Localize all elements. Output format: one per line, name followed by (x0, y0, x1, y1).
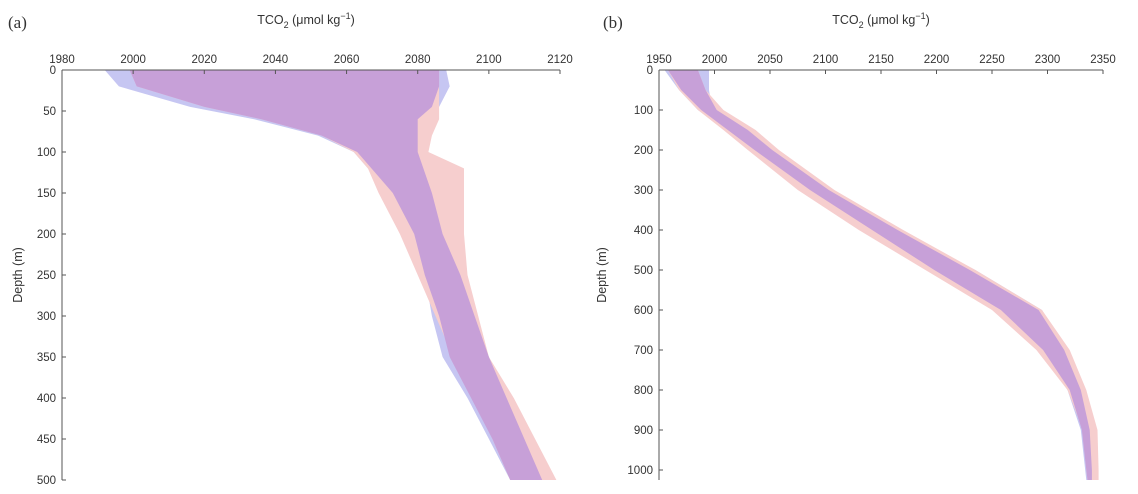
y-tick-label: 350 (37, 352, 56, 364)
y-tick-label: 900 (634, 425, 653, 437)
series-band-2 (129, 70, 543, 480)
x-tick-label: 2100 (476, 54, 502, 66)
y-tick-label: 700 (634, 345, 653, 357)
y-tick-label: 500 (37, 475, 56, 487)
x-tick-label: 2100 (813, 54, 839, 66)
x-tick-label: 2000 (120, 54, 146, 66)
y-tick-label: 250 (37, 270, 56, 282)
y-tick-label: 400 (634, 225, 653, 237)
y-tick-label: 100 (634, 105, 653, 117)
y-tick-label: 50 (43, 106, 56, 118)
y-axis-title: Depth (m) (11, 247, 25, 303)
y-axis-title: Depth (m) (595, 247, 609, 303)
y-tick-label: 100 (37, 147, 56, 159)
series-band-2 (667, 70, 1092, 480)
x-axis-title: TCO2 (μmol kg−1) (832, 11, 930, 30)
y-tick-label: 600 (634, 305, 653, 317)
x-tick-label: 2050 (757, 54, 783, 66)
x-tick-label: 2250 (979, 54, 1005, 66)
chart-panel-a: 1980 2000 2020 2040 2060 2080 2100 2120 0 50 100 15… (8, 11, 573, 487)
series-bands (664, 70, 1099, 480)
y-tick-label: 400 (37, 393, 56, 405)
x-tick-label: 2120 (547, 54, 573, 66)
x-tick-label: 2300 (1035, 54, 1061, 66)
series-bands (104, 70, 557, 480)
y-tick-label: 200 (37, 229, 56, 241)
y-tick-label: 1000 (627, 465, 653, 477)
chart-panel-b: 1950 2000 2050 2100 2150 2200 2250 2300 2350 0 100… (595, 11, 1116, 480)
x-tick-label: 2150 (868, 54, 894, 66)
x-tick-label: 2000 (702, 54, 728, 66)
x-tick-label: 2080 (405, 54, 431, 66)
y-tick-label: 200 (634, 145, 653, 157)
x-tick-label: 2060 (334, 54, 360, 66)
panel-label: (a) (8, 13, 27, 32)
x-axis-title: TCO2 (μmol kg−1) (257, 11, 355, 30)
x-tick-label: 1950 (646, 54, 672, 66)
x-tick-label: 2200 (924, 54, 950, 66)
x-tick-label: 2020 (191, 54, 217, 66)
y-tick-label: 300 (37, 311, 56, 323)
x-tick-label: 2040 (263, 54, 289, 66)
panel-label: (b) (603, 13, 623, 32)
series-band-1 (129, 70, 557, 480)
y-tick-label: 150 (37, 188, 56, 200)
y-tick-label: 500 (634, 265, 653, 277)
x-tick-label: 2350 (1090, 54, 1116, 66)
x-tick-label: 1980 (49, 54, 75, 66)
y-tick-label: 800 (634, 385, 653, 397)
y-tick-label: 300 (634, 185, 653, 197)
y-tick-label: 0 (647, 65, 653, 77)
y-tick-label: 450 (37, 434, 56, 446)
y-tick-label: 0 (50, 65, 56, 77)
